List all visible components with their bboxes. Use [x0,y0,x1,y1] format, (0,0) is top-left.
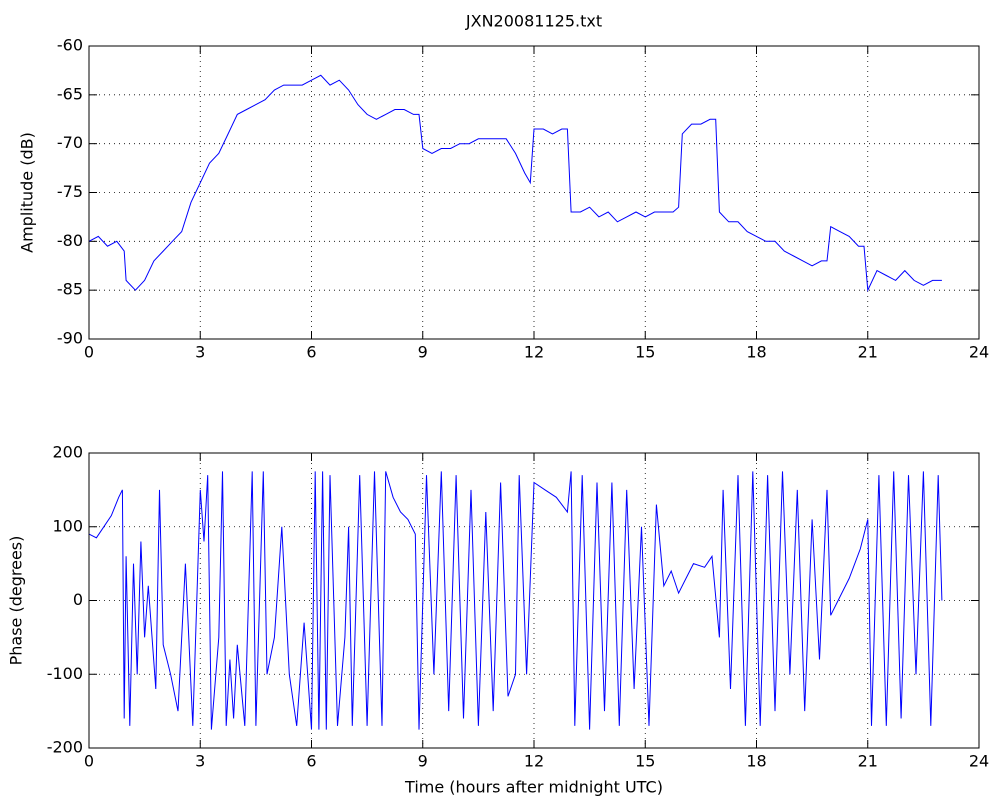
y-tick-label: -100 [47,664,83,683]
x-tick-label: 3 [195,752,205,771]
y-tick-label: 100 [52,516,83,535]
y-tick-label: -85 [57,280,83,299]
chart-title: JXN20081125.txt [465,12,602,31]
y-tick-label: -80 [57,231,83,250]
x-tick-label: 9 [418,752,428,771]
x-tick-label: 0 [84,343,94,362]
data-line [88,74,942,293]
x-tick-label: 6 [306,752,316,771]
x-tick-label: 12 [524,752,544,771]
x-axis-label: Time (hours after midnight UTC) [404,778,663,797]
axes-frame [88,45,980,340]
y-axis-label: Amplitude (dB) [18,132,37,253]
y-axis-label: Phase (degrees) [7,536,26,666]
y-tick-label: -75 [57,182,83,201]
data-line [88,471,943,730]
x-tick-label: 18 [746,752,766,771]
y-tick-label: 200 [52,443,83,462]
x-tick-label: 6 [306,343,316,362]
x-tick-label: 21 [858,343,878,362]
y-tick-label: -200 [47,738,83,757]
x-tick-label: 18 [746,343,766,362]
y-tick-label: -60 [57,36,83,55]
x-tick-label: 21 [858,752,878,771]
x-tick-label: 24 [969,343,989,362]
x-tick-label: 3 [195,343,205,362]
y-tick-label: -65 [57,84,83,103]
x-tick-label: 12 [524,343,544,362]
axes-frame [88,452,980,749]
x-tick-label: 15 [635,752,655,771]
y-tick-label: -70 [57,133,83,152]
x-tick-label: 9 [418,343,428,362]
x-tick-label: 24 [969,752,989,771]
x-tick-label: 15 [635,343,655,362]
y-tick-label: -90 [57,329,83,348]
y-tick-label: 0 [73,590,83,609]
x-tick-label: 0 [84,752,94,771]
